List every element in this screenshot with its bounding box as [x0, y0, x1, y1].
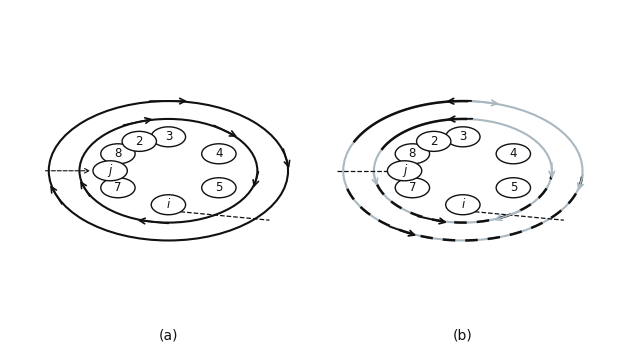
Circle shape — [151, 195, 186, 215]
Text: 7: 7 — [409, 181, 416, 194]
Text: i: i — [461, 198, 464, 211]
Text: i: i — [167, 198, 170, 211]
Text: 4: 4 — [215, 147, 223, 160]
Circle shape — [496, 178, 530, 198]
Text: 8: 8 — [409, 147, 416, 160]
Circle shape — [395, 144, 430, 164]
Text: 8: 8 — [115, 147, 121, 160]
Text: 5: 5 — [215, 181, 223, 194]
Circle shape — [417, 131, 451, 151]
Circle shape — [101, 144, 135, 164]
Text: j: j — [108, 164, 112, 177]
Text: 4: 4 — [509, 147, 517, 160]
Circle shape — [151, 127, 186, 147]
Circle shape — [496, 144, 530, 164]
Circle shape — [122, 131, 157, 151]
Circle shape — [387, 161, 422, 181]
Text: 5: 5 — [509, 181, 517, 194]
Circle shape — [446, 127, 480, 147]
Text: 7: 7 — [114, 181, 122, 194]
Circle shape — [93, 161, 128, 181]
Text: 2: 2 — [430, 135, 438, 148]
Text: 3: 3 — [165, 130, 172, 143]
Text: (b): (b) — [453, 328, 473, 342]
Circle shape — [395, 178, 430, 198]
Text: (a): (a) — [158, 328, 178, 342]
Circle shape — [446, 195, 480, 215]
Circle shape — [202, 144, 236, 164]
Circle shape — [202, 178, 236, 198]
Circle shape — [101, 178, 135, 198]
Text: j: j — [403, 164, 406, 177]
Text: 3: 3 — [459, 130, 467, 143]
Text: 2: 2 — [136, 135, 143, 148]
